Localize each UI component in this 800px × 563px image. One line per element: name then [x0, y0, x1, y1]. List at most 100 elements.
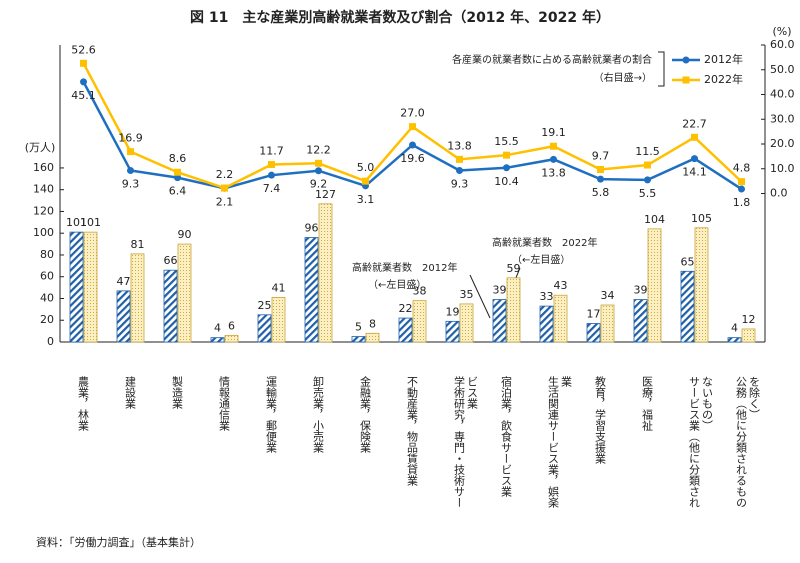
data-label: 34 [601, 289, 615, 302]
annotation: 高齢就業者数 2012年 [352, 261, 457, 274]
data-label: 105 [691, 212, 712, 225]
bar [539, 305, 554, 343]
bar [586, 323, 601, 343]
bar [257, 314, 272, 343]
legend-label: 2022年 [704, 72, 743, 86]
data-label: 127 [315, 188, 336, 201]
data-label: 39 [493, 284, 507, 297]
data-label: 4 [731, 322, 738, 335]
y-tick-label: 40 [40, 291, 54, 304]
bar [224, 335, 239, 343]
marker [503, 164, 510, 172]
data-label: 4 [214, 322, 221, 335]
x-tick-label: 農業，林業 [76, 376, 90, 431]
data-label: 101 [66, 216, 87, 229]
y-tick-label: 120 [33, 204, 54, 217]
y-tick-label: 160 [33, 161, 54, 174]
marker [409, 141, 416, 149]
x-tick-label: 医療，福祉 [640, 376, 654, 431]
bar [398, 317, 413, 343]
legend-bracket [658, 51, 665, 87]
marker [691, 133, 698, 141]
data-label: 8.6 [169, 152, 187, 165]
bar [412, 300, 427, 343]
marker [315, 159, 322, 167]
data-label: 5 [355, 321, 362, 334]
bar [163, 269, 178, 343]
data-label: 45.1 [71, 89, 96, 102]
annotation-note: （←左目盛） [368, 278, 426, 291]
data-label: 52.6 [71, 43, 96, 56]
x-tick-label: 宿泊業，飲食サービス業 [499, 376, 513, 497]
data-label: 101 [80, 216, 101, 229]
data-label: 2.1 [216, 195, 234, 208]
data-label: 43 [554, 279, 568, 292]
y2-tick-label: 0.0 [770, 187, 788, 200]
data-label: 9.3 [451, 177, 469, 190]
x-tick-label: 教育，学習支援業 [593, 376, 607, 464]
x-tick-label: 金融業，保険業 [358, 376, 372, 453]
legend-note: （右目盛→） [594, 71, 652, 84]
annotation: 高齢就業者数 2022年 [492, 236, 597, 249]
y-tick-label: 80 [40, 248, 54, 261]
bar [130, 253, 145, 343]
bar [177, 243, 192, 343]
data-label: 5.0 [357, 161, 375, 174]
data-label: 47 [117, 275, 131, 288]
y2-axis-label: (%) [772, 25, 791, 38]
bar [116, 290, 131, 343]
data-label: 66 [164, 254, 178, 267]
data-label: 7.4 [263, 182, 281, 195]
y-axis-label: (万人) [25, 141, 56, 154]
data-label: 12.2 [306, 143, 331, 156]
chart-title: 図 11 主な産業別高齢就業者数及び割合（2012 年、2022 年） [190, 9, 610, 26]
y2-tick-label: 30.0 [770, 112, 795, 125]
annotation-arrow [469, 274, 491, 319]
y2-tick-label: 20.0 [770, 137, 795, 150]
x-tick-label: 建設業 [123, 376, 137, 409]
marker [644, 176, 651, 184]
x-tick-label: サービス業（他に分類されないもの） [687, 376, 714, 508]
annotation-note: （←左目盛） [512, 253, 570, 266]
data-label: 19.6 [400, 152, 425, 165]
bar [459, 303, 474, 343]
data-label: 41 [272, 281, 286, 294]
data-label: 5.5 [639, 187, 657, 200]
x-tick-label: 運輸業，郵便業 [264, 376, 278, 453]
marker [80, 59, 87, 67]
bar [351, 336, 366, 343]
data-label: 6.4 [169, 185, 187, 198]
data-label: 6 [228, 319, 235, 332]
data-label: 9.2 [310, 178, 328, 191]
bar [304, 237, 319, 343]
data-label: 16.9 [118, 132, 143, 145]
data-label: 39 [634, 284, 648, 297]
marker [268, 171, 275, 179]
data-label: 11.5 [635, 145, 660, 158]
marker [550, 155, 557, 163]
x-tick-label: 生活関連サービス業，娯楽業 [546, 376, 573, 508]
data-label: 5.8 [592, 186, 610, 199]
data-label: 17 [587, 308, 601, 321]
bar [680, 270, 695, 343]
marker [738, 178, 745, 186]
data-label: 27.0 [400, 107, 425, 120]
bar [318, 203, 333, 343]
data-label: 9.7 [592, 149, 610, 162]
data-label: 19 [446, 305, 460, 318]
data-label: 4.8 [733, 162, 751, 175]
data-label: 25 [258, 299, 272, 312]
x-tick-label: 卸売業，小売業 [311, 376, 325, 453]
bar [445, 320, 460, 343]
y2-tick-label: 60.0 [770, 38, 795, 51]
data-label: 10.4 [494, 175, 519, 188]
y-tick-label: 60 [40, 270, 54, 283]
bar [271, 296, 286, 343]
marker [691, 155, 698, 163]
marker [268, 161, 275, 169]
bar [492, 299, 507, 343]
bar [694, 227, 709, 343]
bar [741, 328, 756, 343]
marker [174, 174, 181, 182]
